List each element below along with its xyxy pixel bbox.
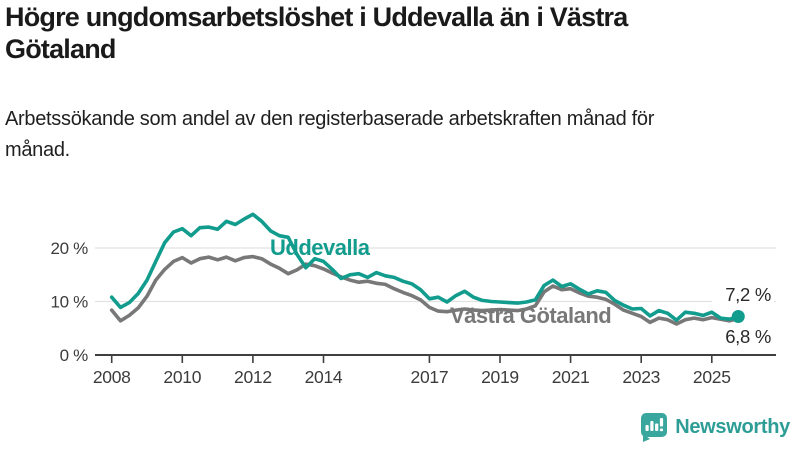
x-tick-label: 2025: [693, 367, 731, 387]
x-tick-label: 2021: [552, 367, 590, 387]
x-tick-label: 2012: [234, 367, 272, 387]
y-tick-label: 0 %: [60, 346, 89, 365]
newsworthy-bubble-icon: [641, 413, 668, 442]
newsworthy-wordmark: Newsworthy: [675, 416, 790, 438]
end-value-label: 6,8 %: [725, 326, 771, 347]
x-tick-label: 2023: [622, 367, 660, 387]
y-tick-label: 20 %: [50, 239, 88, 258]
x-tick-label: 2010: [163, 367, 201, 387]
series-label: Uddevalla: [270, 235, 371, 260]
unemployment-line-chart: 0 % 10 % 20 % 2008 2010 2012 2014 2017 2019 2021 2…: [50, 212, 776, 387]
page-title: Högre ungdomsarbetslöshet i Uddevalla än…: [5, 2, 628, 64]
series-line-uddevalla: [109, 212, 741, 322]
end-label-backing: [712, 286, 774, 305]
series-end-dot: [731, 309, 745, 323]
x-tick-label: 2008: [93, 367, 131, 387]
chart-subtitle: Arbetssökande som andel av den registerb…: [5, 108, 655, 161]
y-tick-label: 10 %: [50, 293, 88, 312]
end-value-label: 7,2 %: [725, 284, 771, 305]
series-line-v-stra-g-taland: [109, 254, 741, 326]
newsworthy-logo: Newsworthy: [639, 412, 790, 443]
x-tick-label: 2017: [411, 367, 449, 387]
x-tick-label: 2014: [305, 367, 343, 387]
series-label: Västra Götaland: [450, 303, 611, 328]
end-label-backing: [712, 328, 774, 347]
x-tick-label: 2019: [481, 367, 519, 387]
